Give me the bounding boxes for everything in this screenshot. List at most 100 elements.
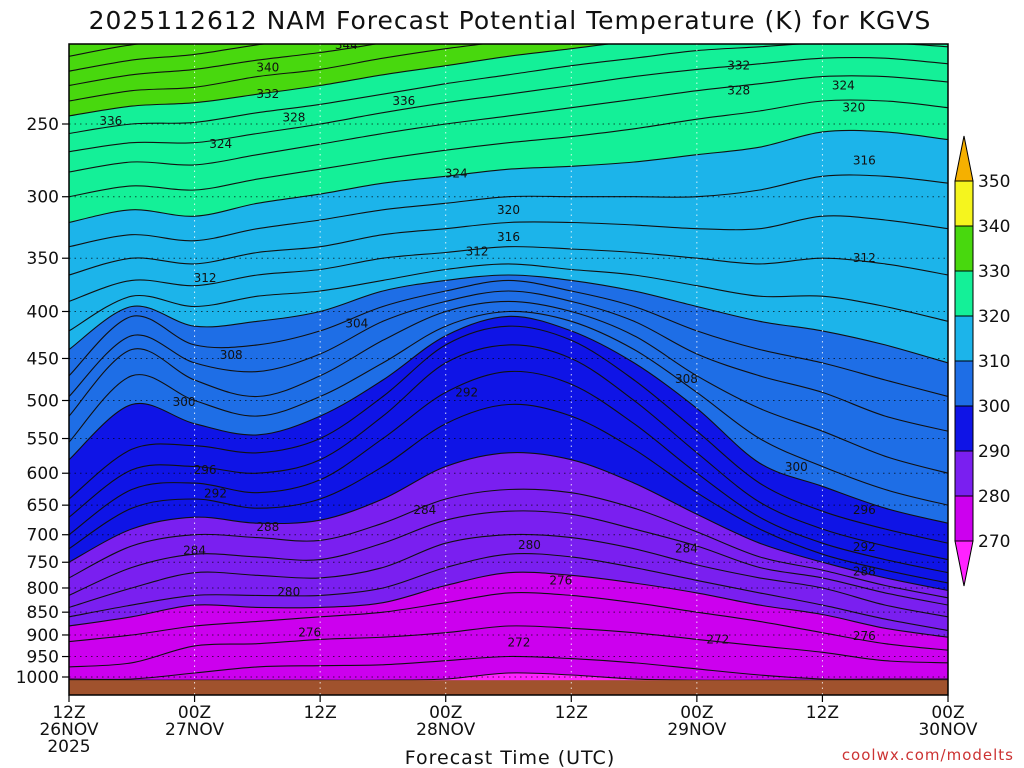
contour-label: 332 xyxy=(727,59,750,73)
x-tick-label: 00Z xyxy=(178,703,211,723)
x-axis-label: Forecast Time (UTC) xyxy=(405,747,615,768)
isentrope-line-326 xyxy=(69,56,948,153)
contour-label: 300 xyxy=(173,395,196,409)
contour-label: 328 xyxy=(283,111,306,125)
colorbar-triangle-high xyxy=(954,135,974,182)
plot-frame xyxy=(68,43,949,696)
credit-text: coolwx.com/modelts xyxy=(842,746,1014,764)
isentrope-line-292 xyxy=(69,403,948,584)
colorbar-label: 300 xyxy=(978,397,1010,417)
contour-label: 300 xyxy=(785,460,808,474)
isentrope-line-300 xyxy=(69,315,948,524)
x-tick-label: 30NOV xyxy=(918,720,977,740)
isentrope-lines xyxy=(69,44,948,686)
contour-label: 308 xyxy=(675,372,698,386)
isentrope-line-318 xyxy=(69,174,948,248)
ground-layer xyxy=(69,680,948,695)
x-tick-label: 28NOV xyxy=(416,720,475,740)
contour-label: 292 xyxy=(853,540,876,554)
colorbar-segment xyxy=(954,270,974,317)
isentrope-line-294 xyxy=(69,370,948,574)
x-tick-label: 2025 xyxy=(47,737,90,757)
y-tick-label: 750 xyxy=(27,553,59,573)
x-tick-label: 12Z xyxy=(555,703,588,723)
x-tick-label: 12Z xyxy=(806,703,839,723)
contour-label: 328 xyxy=(727,84,750,98)
contour-label: 324 xyxy=(832,79,855,93)
isentrope-fill-336 xyxy=(69,44,264,72)
colorbar-segment xyxy=(954,360,974,407)
contour-label: 284 xyxy=(675,542,698,556)
y-tick-label: 850 xyxy=(27,603,59,623)
colorbar-segment xyxy=(954,405,974,452)
isentrope-line-304 xyxy=(69,300,948,474)
colorbar-label: 330 xyxy=(978,262,1010,282)
chart-title: 2025112612 NAM Forecast Potential Temper… xyxy=(89,6,932,35)
isentrope-line-278 xyxy=(69,592,948,651)
colorbar-label: 340 xyxy=(978,217,1010,237)
isentrope-line-316 xyxy=(69,215,948,276)
isentrope-line-310 xyxy=(69,274,948,364)
contour-label: 336 xyxy=(392,94,415,108)
contour-labels: 344 340 336 332 328 324 336 332 328 324 320 316 324 3… xyxy=(99,44,876,649)
contour-label: 292 xyxy=(455,385,478,399)
isentrope-line-288 xyxy=(69,488,948,599)
y-tick-label: 600 xyxy=(27,464,59,484)
isentrope-line-282 xyxy=(69,553,948,632)
isentrope-line-322 xyxy=(69,99,948,198)
y-tick-label: 500 xyxy=(27,392,59,412)
x-tick-label: 00Z xyxy=(429,703,462,723)
colorbar-segment xyxy=(954,225,974,272)
x-tick-label: 12Z xyxy=(304,703,337,723)
isentrope-line-276 xyxy=(69,625,948,668)
contour-label: 308 xyxy=(220,348,243,362)
x-tick-label: 26NOV xyxy=(39,720,98,740)
contour-label: 316 xyxy=(497,230,520,244)
contour-label: 280 xyxy=(518,538,541,552)
colorbar-label: 320 xyxy=(978,307,1010,327)
isentrope-line-312 xyxy=(69,263,948,332)
contour-label: 296 xyxy=(853,503,876,517)
isentrope-line-336 xyxy=(69,44,268,72)
contour-label: 288 xyxy=(256,520,279,534)
y-tick-label: 550 xyxy=(27,430,59,450)
contour-label: 320 xyxy=(497,203,520,217)
contour-label: 296 xyxy=(194,463,217,477)
isentrope-line-284 xyxy=(69,533,948,618)
isentrope-line-324 xyxy=(69,75,948,173)
contour-label: 332 xyxy=(256,87,279,101)
contour-label: 272 xyxy=(706,632,729,646)
y-tick-label: 650 xyxy=(27,496,59,516)
isentrope-line-274 xyxy=(69,655,948,680)
contour-label: 340 xyxy=(256,61,279,75)
isentrope-fill-338 xyxy=(69,44,139,57)
isentrope-line-314 xyxy=(69,246,948,302)
isentrope-line-332 xyxy=(69,44,488,102)
contour-label: 312 xyxy=(466,244,489,258)
contour-label: 304 xyxy=(345,316,368,330)
contour-label: 280 xyxy=(277,585,300,599)
contour-label: 276 xyxy=(298,625,321,639)
contour-label: 284 xyxy=(183,543,206,557)
contour-label: 276 xyxy=(549,573,572,587)
isentrope-line-334 xyxy=(69,44,380,87)
contour-label: 292 xyxy=(204,486,227,500)
isentrope-line-320 xyxy=(69,129,948,224)
contour-label: 272 xyxy=(508,635,531,649)
colorbar-segment xyxy=(954,315,974,362)
y-axis: 250 300 350 400 450 500 550 600 650 700 750 800 850 9… xyxy=(16,115,69,688)
y-tick-label: 900 xyxy=(27,626,59,646)
contour-label: 324 xyxy=(445,166,468,180)
y-tick-label: 350 xyxy=(27,249,59,269)
y-tick-label: 800 xyxy=(27,579,59,599)
colorbar: 270 280 290 300 310 320 330 340 350 xyxy=(954,135,1010,587)
contour-label: 320 xyxy=(842,101,865,115)
isentrope-line-302 xyxy=(69,310,948,506)
isentrope-fills xyxy=(69,44,948,695)
contour-label: 312 xyxy=(853,251,876,265)
y-tick-label: 400 xyxy=(27,302,59,322)
colorbar-segment xyxy=(954,180,974,227)
grid xyxy=(69,44,948,695)
